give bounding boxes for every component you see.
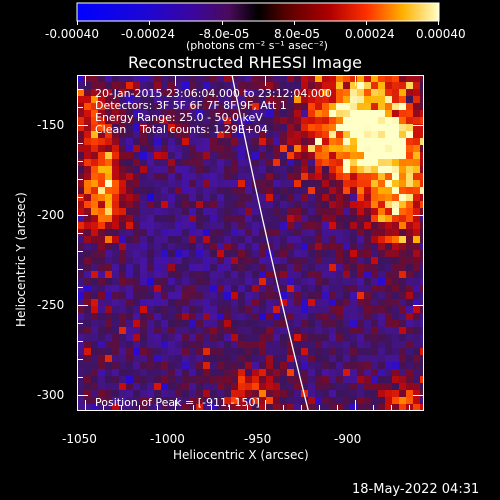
plot-title: Reconstructed RHESSI Image: [128, 53, 362, 72]
hxr-image-heatmap: [77, 75, 423, 410]
y-ticks: [78, 89, 423, 396]
colorbar: [76, 2, 440, 22]
y-tick-label: -300: [37, 388, 65, 402]
y-tick-label: -200: [37, 208, 65, 222]
colorbar-tick-label: -0.00024: [121, 27, 175, 41]
y-tick-label: -250: [37, 298, 65, 312]
colorbar-tick-label: -0.00040: [45, 27, 99, 41]
colorbar-ticks: [77, 21, 439, 25]
energy-range-text: Energy Range: 25.0 - 50.0 keV: [95, 111, 263, 124]
x-tick-label: -1000: [150, 432, 185, 446]
time-range-text: 20-Jan-2015 23:06:04.000 to 23:12:04.000: [95, 87, 332, 100]
x-tick-label: -900: [334, 432, 362, 446]
solar-limb-curve: [231, 75, 309, 410]
clean-counts-text: Clean Total counts: 1.29E+04: [95, 123, 269, 136]
colorbar-tick-label: 0.00040: [416, 27, 466, 41]
colorbar-tick-label: 0.00024: [345, 27, 395, 41]
x-tick-label: -1050: [62, 432, 97, 446]
colorbar-units: (photons cm⁻² s⁻¹ asec⁻²): [186, 39, 328, 52]
x-ticks: [85, 76, 410, 410]
detectors-text: Detectors: 3F 5F 6F 7F 8F 9F, Att 1: [95, 99, 287, 112]
colorbar-tick-label: -8.0e-05: [199, 27, 250, 41]
y-axis-label: Heliocentric Y (arcsec): [14, 192, 28, 327]
peak-position-text: Position of Peak = [-911,-150]: [95, 396, 260, 409]
y-tick-label: -150: [37, 118, 65, 132]
x-tick-label: -950: [244, 432, 272, 446]
x-axis-label: Heliocentric X (arcsec): [173, 448, 309, 462]
plot-frame: [77, 75, 424, 411]
colorbar-tick-label: 8.0e-05: [274, 27, 321, 41]
plot-timestamp: 18-May-2022 04:31: [352, 482, 480, 497]
